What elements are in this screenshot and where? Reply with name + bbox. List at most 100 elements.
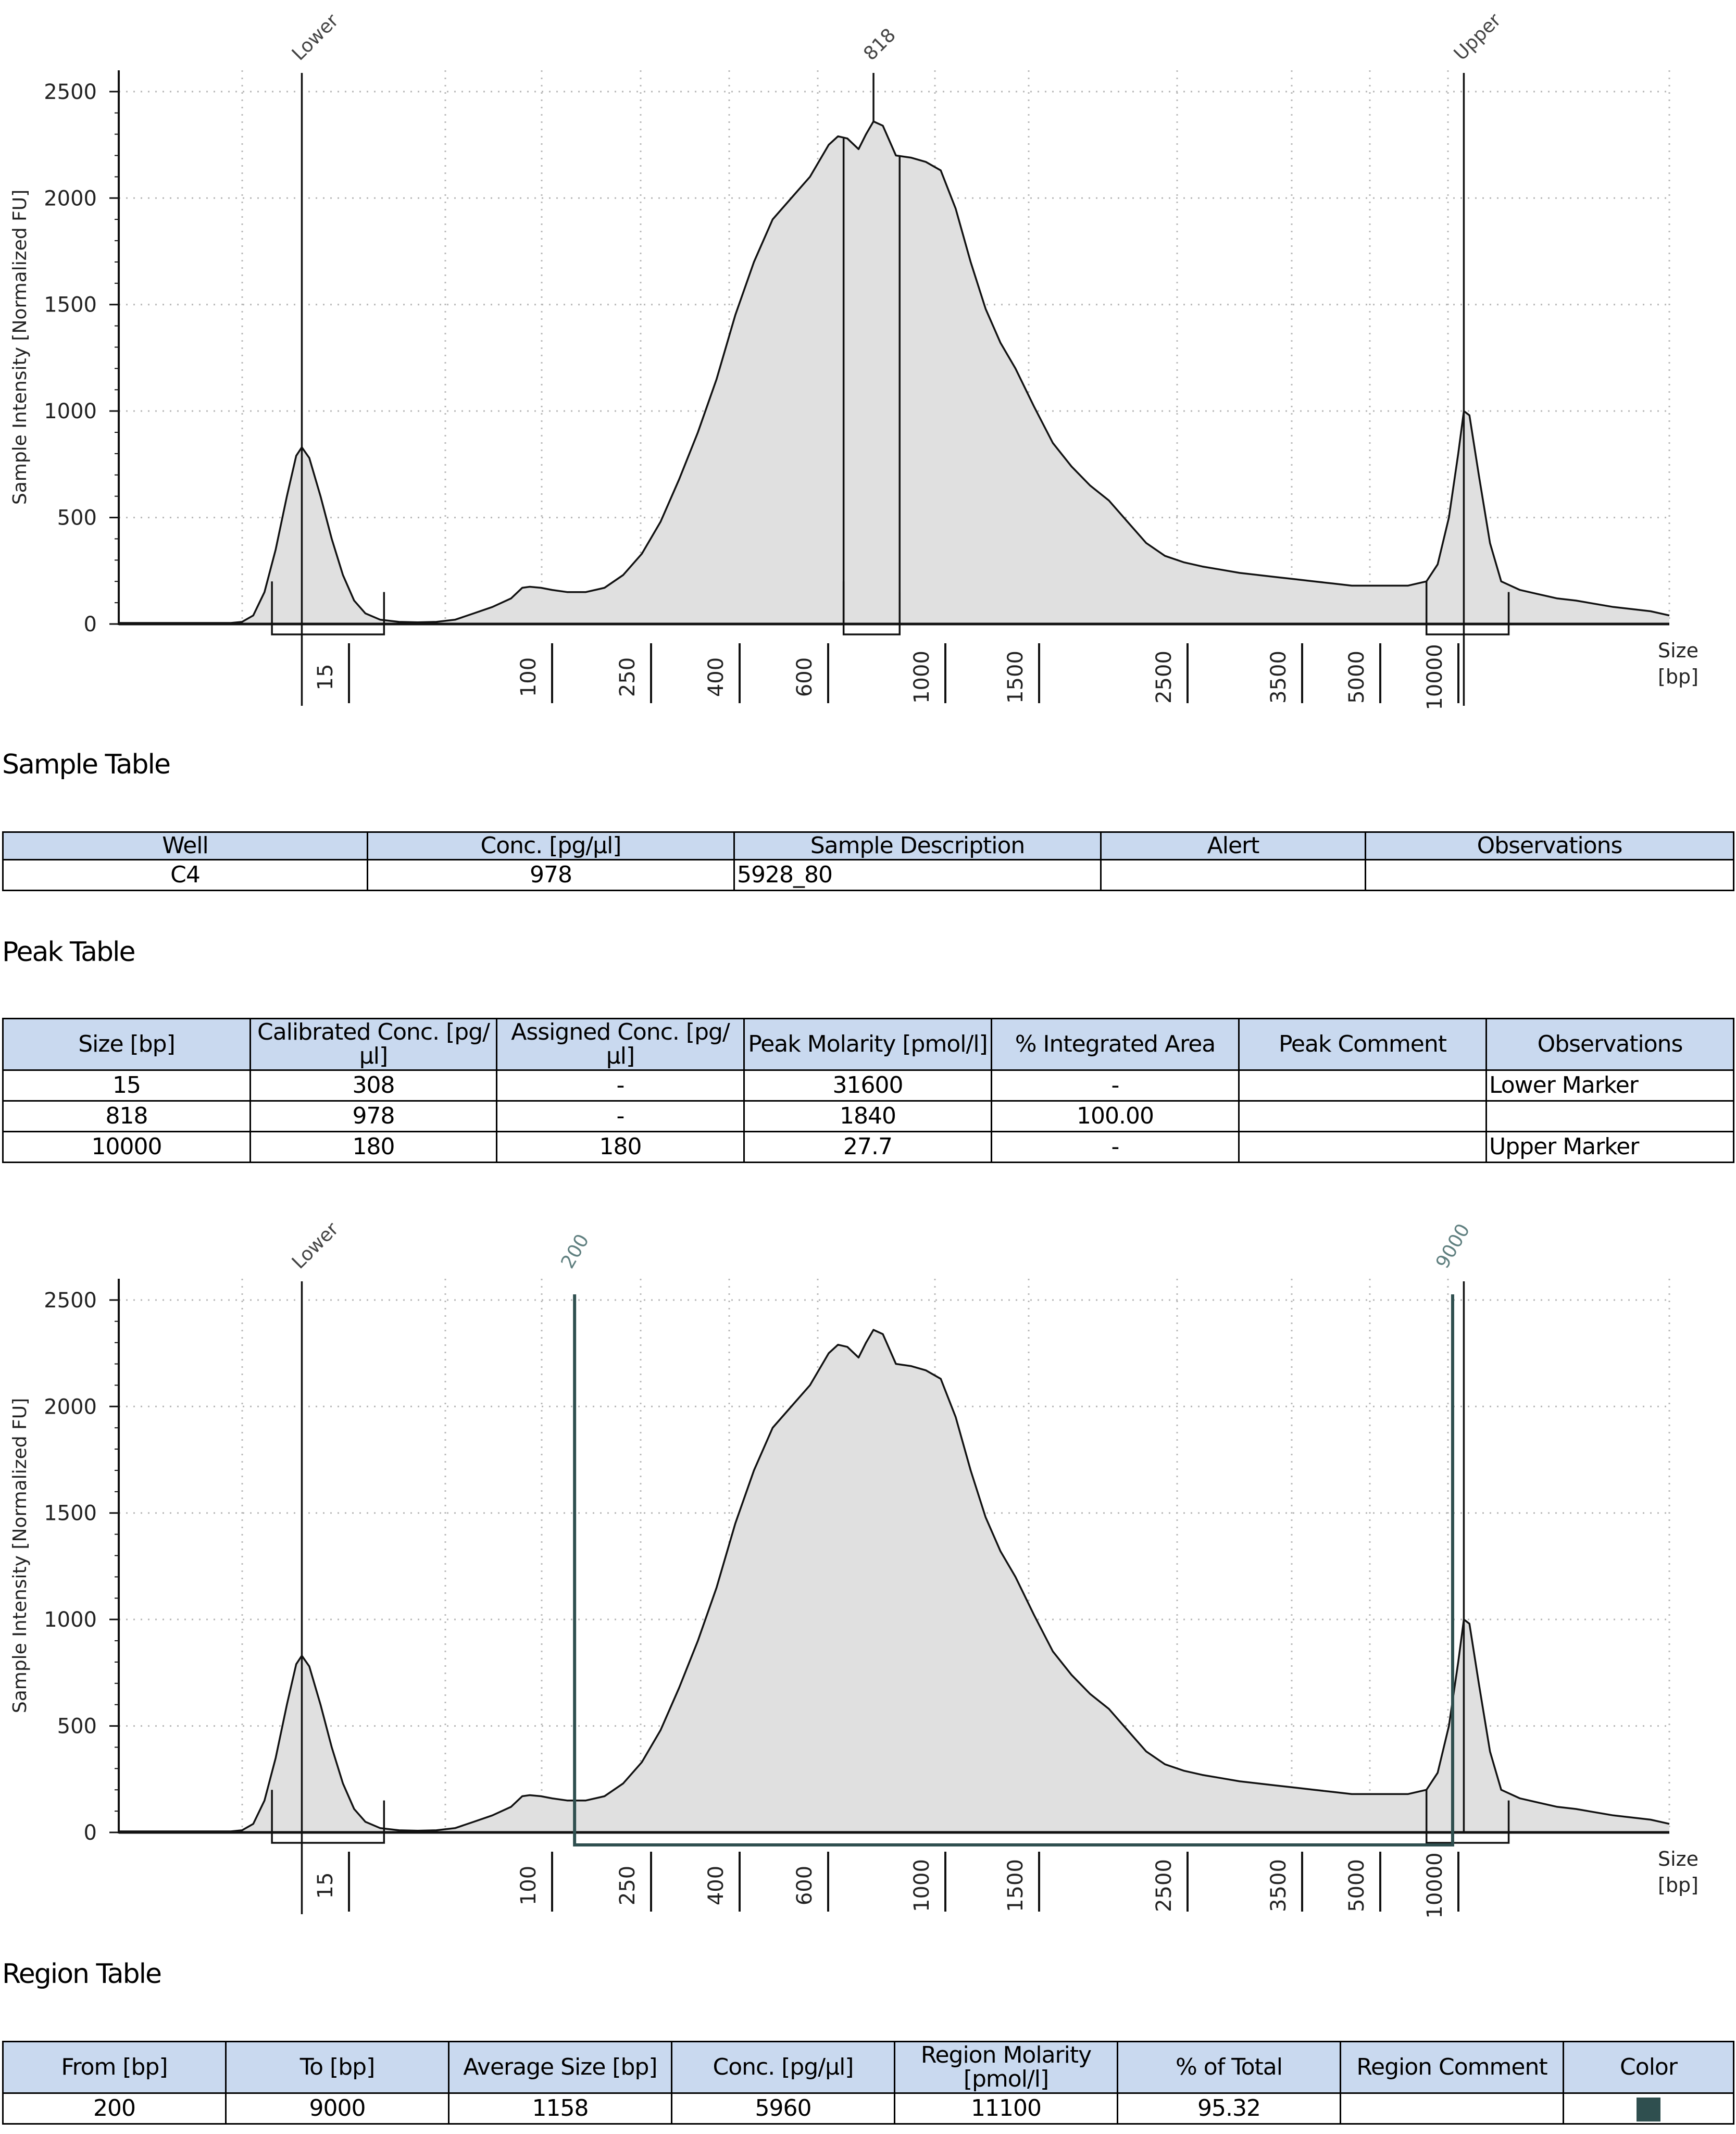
alert-cell: [1100, 859, 1366, 891]
col-from: From [bp]: [2, 2041, 227, 2094]
size-cell: 15: [2, 1069, 251, 1102]
y-tick-label: 500: [57, 1715, 97, 1739]
percent-cell: 95.32: [1117, 2092, 1341, 2125]
molarity-cell: 27.7: [743, 1131, 992, 1163]
col-calibrated-conc: Calibrated Conc. [pg/µl]: [249, 1018, 497, 1071]
from-cell: 200: [2, 2092, 227, 2125]
x-tick-label: 1000: [910, 651, 934, 704]
x-tick-label: 600: [793, 1866, 817, 1905]
col-sample-description: Sample Description: [733, 831, 1102, 860]
observation-cell: Upper Marker: [1485, 1131, 1734, 1163]
y-tick-label: 1500: [44, 293, 97, 317]
x-tick-label: 100: [517, 1866, 541, 1905]
col-conc: Conc. [pg/µl]: [671, 2041, 895, 2094]
assigned-cell: -: [496, 1100, 745, 1132]
molarity-cell: 1840: [743, 1100, 992, 1132]
x-axis-label: Size: [1658, 639, 1698, 662]
x-tick-label: 5000: [1345, 1859, 1369, 1912]
col-integrated-area: % Integrated Area: [991, 1018, 1240, 1071]
y-tick-label: 2500: [44, 80, 97, 104]
col-color: Color: [1563, 2041, 1734, 2094]
y-tick-label: 2000: [44, 186, 97, 210]
x-tick-label: 2500: [1152, 651, 1176, 704]
x-tick-label: 15: [314, 664, 338, 691]
trace-line: [119, 1329, 1670, 1832]
y-tick-label: 1500: [44, 1502, 97, 1526]
comment-cell: [1238, 1131, 1487, 1163]
marker-bracket: [1425, 1790, 1510, 1844]
x-tick-label: 10000: [1423, 1852, 1447, 1917]
y-tick-label: 2000: [44, 1395, 97, 1419]
area-cell: -: [991, 1069, 1240, 1102]
col-alert: Alert: [1100, 831, 1366, 860]
x-tick-label: 100: [517, 657, 541, 697]
marker-bracket: [271, 581, 385, 635]
x-tick-label: 15: [314, 1873, 338, 1899]
col-observations: Observations: [1365, 831, 1734, 860]
area-cell: -: [991, 1131, 1240, 1163]
peak-label: 818: [859, 24, 900, 65]
col-peak-comment: Peak Comment: [1238, 1018, 1487, 1071]
x-tick-label: 1000: [910, 1859, 934, 1912]
region-table-title: Region Table: [2, 1958, 162, 1990]
size-cell: 10000: [2, 1131, 251, 1163]
to-cell: 9000: [225, 2092, 449, 2125]
x-tick-label: 10000: [1423, 644, 1447, 708]
col-region-comment: Region Comment: [1340, 2041, 1564, 2094]
x-tick-label: 3500: [1267, 651, 1291, 704]
x-tick-label: 2500: [1152, 1859, 1176, 1912]
molarity-cell: 31600: [743, 1069, 992, 1102]
col-observations: Observations: [1485, 1018, 1734, 1071]
region-label: 9000: [1432, 1220, 1474, 1272]
x-tick-label: 250: [616, 1866, 640, 1905]
table-row: 15 308 - 31600 - Lower Marker: [2, 1069, 1734, 1102]
sample-table-title: Sample Table: [2, 749, 171, 780]
trace-area: [119, 1330, 1669, 1832]
x-axis-label: Size: [1658, 1848, 1698, 1870]
table-row: 200 9000 1158 5960 11100 95.32: [2, 2092, 1734, 2125]
x-tick-label: 1500: [1004, 651, 1028, 704]
col-to: To [bp]: [225, 2041, 449, 2094]
region-label: 200: [557, 1230, 593, 1272]
col-size: Size [bp]: [2, 1018, 251, 1071]
y-tick-label: 500: [57, 506, 97, 530]
assigned-cell: 180: [496, 1131, 745, 1163]
x-tick-label: 400: [704, 657, 728, 697]
comment-cell: [1238, 1100, 1487, 1132]
calibrated-cell: 978: [249, 1100, 497, 1132]
assigned-cell: -: [496, 1069, 745, 1102]
x-axis-label: [bp]: [1658, 665, 1698, 688]
peak-label: Upper: [1450, 9, 1505, 65]
y-axis-label: Sample Intensity [Normalized FU]: [9, 1398, 31, 1713]
electropherogram-1: 0 500 1000 1500 2000 2500 Sample Intensity [No…: [9, 9, 1698, 708]
description-cell: 5928_80: [733, 859, 1102, 891]
peak-table: Size [bp] Calibrated Conc. [pg/µl] Assig…: [2, 1018, 1734, 1163]
sample-table: Well Conc. [pg/µl] Sample Description Al…: [2, 831, 1734, 891]
x-tick-label: 3500: [1267, 1859, 1291, 1912]
table-row: C4 978 5928_80: [2, 859, 1734, 891]
marker-bracket: [1425, 581, 1510, 635]
observation-cell: [1485, 1100, 1734, 1132]
y-tick-label: 0: [84, 613, 97, 637]
peak-table-title: Peak Table: [2, 937, 135, 968]
col-region-molarity: Region Molarity [pmol/l]: [894, 2041, 1118, 2094]
y-tick-label: 1000: [44, 1608, 97, 1632]
region-table: From [bp] To [bp] Average Size [bp] Conc…: [2, 2041, 1734, 2125]
observations-cell: [1365, 859, 1734, 891]
x-axis-label: [bp]: [1658, 1874, 1698, 1896]
col-peak-molarity: Peak Molarity [pmol/l]: [743, 1018, 992, 1071]
col-percent-total: % of Total: [1117, 2041, 1341, 2094]
peak-label: Lower: [288, 10, 343, 65]
calibrated-cell: 180: [249, 1131, 497, 1163]
col-conc: Conc. [pg/µl]: [367, 831, 735, 860]
y-tick-label: 0: [84, 1821, 97, 1845]
peak-label: Lower: [288, 1218, 343, 1273]
area-cell: 100.00: [991, 1100, 1240, 1132]
col-average-size: Average Size [bp]: [448, 2041, 672, 2094]
electropherogram-2: 0 500 1000 1500 2000 2500 Sample Intensity [No…: [9, 1218, 1698, 1917]
y-tick-label: 2500: [44, 1289, 97, 1313]
conc-cell: 5960: [671, 2092, 895, 2125]
color-cell: [1563, 2092, 1734, 2125]
y-axis-label: Sample Intensity [Normalized FU]: [9, 190, 31, 505]
comment-cell: [1238, 1069, 1487, 1102]
